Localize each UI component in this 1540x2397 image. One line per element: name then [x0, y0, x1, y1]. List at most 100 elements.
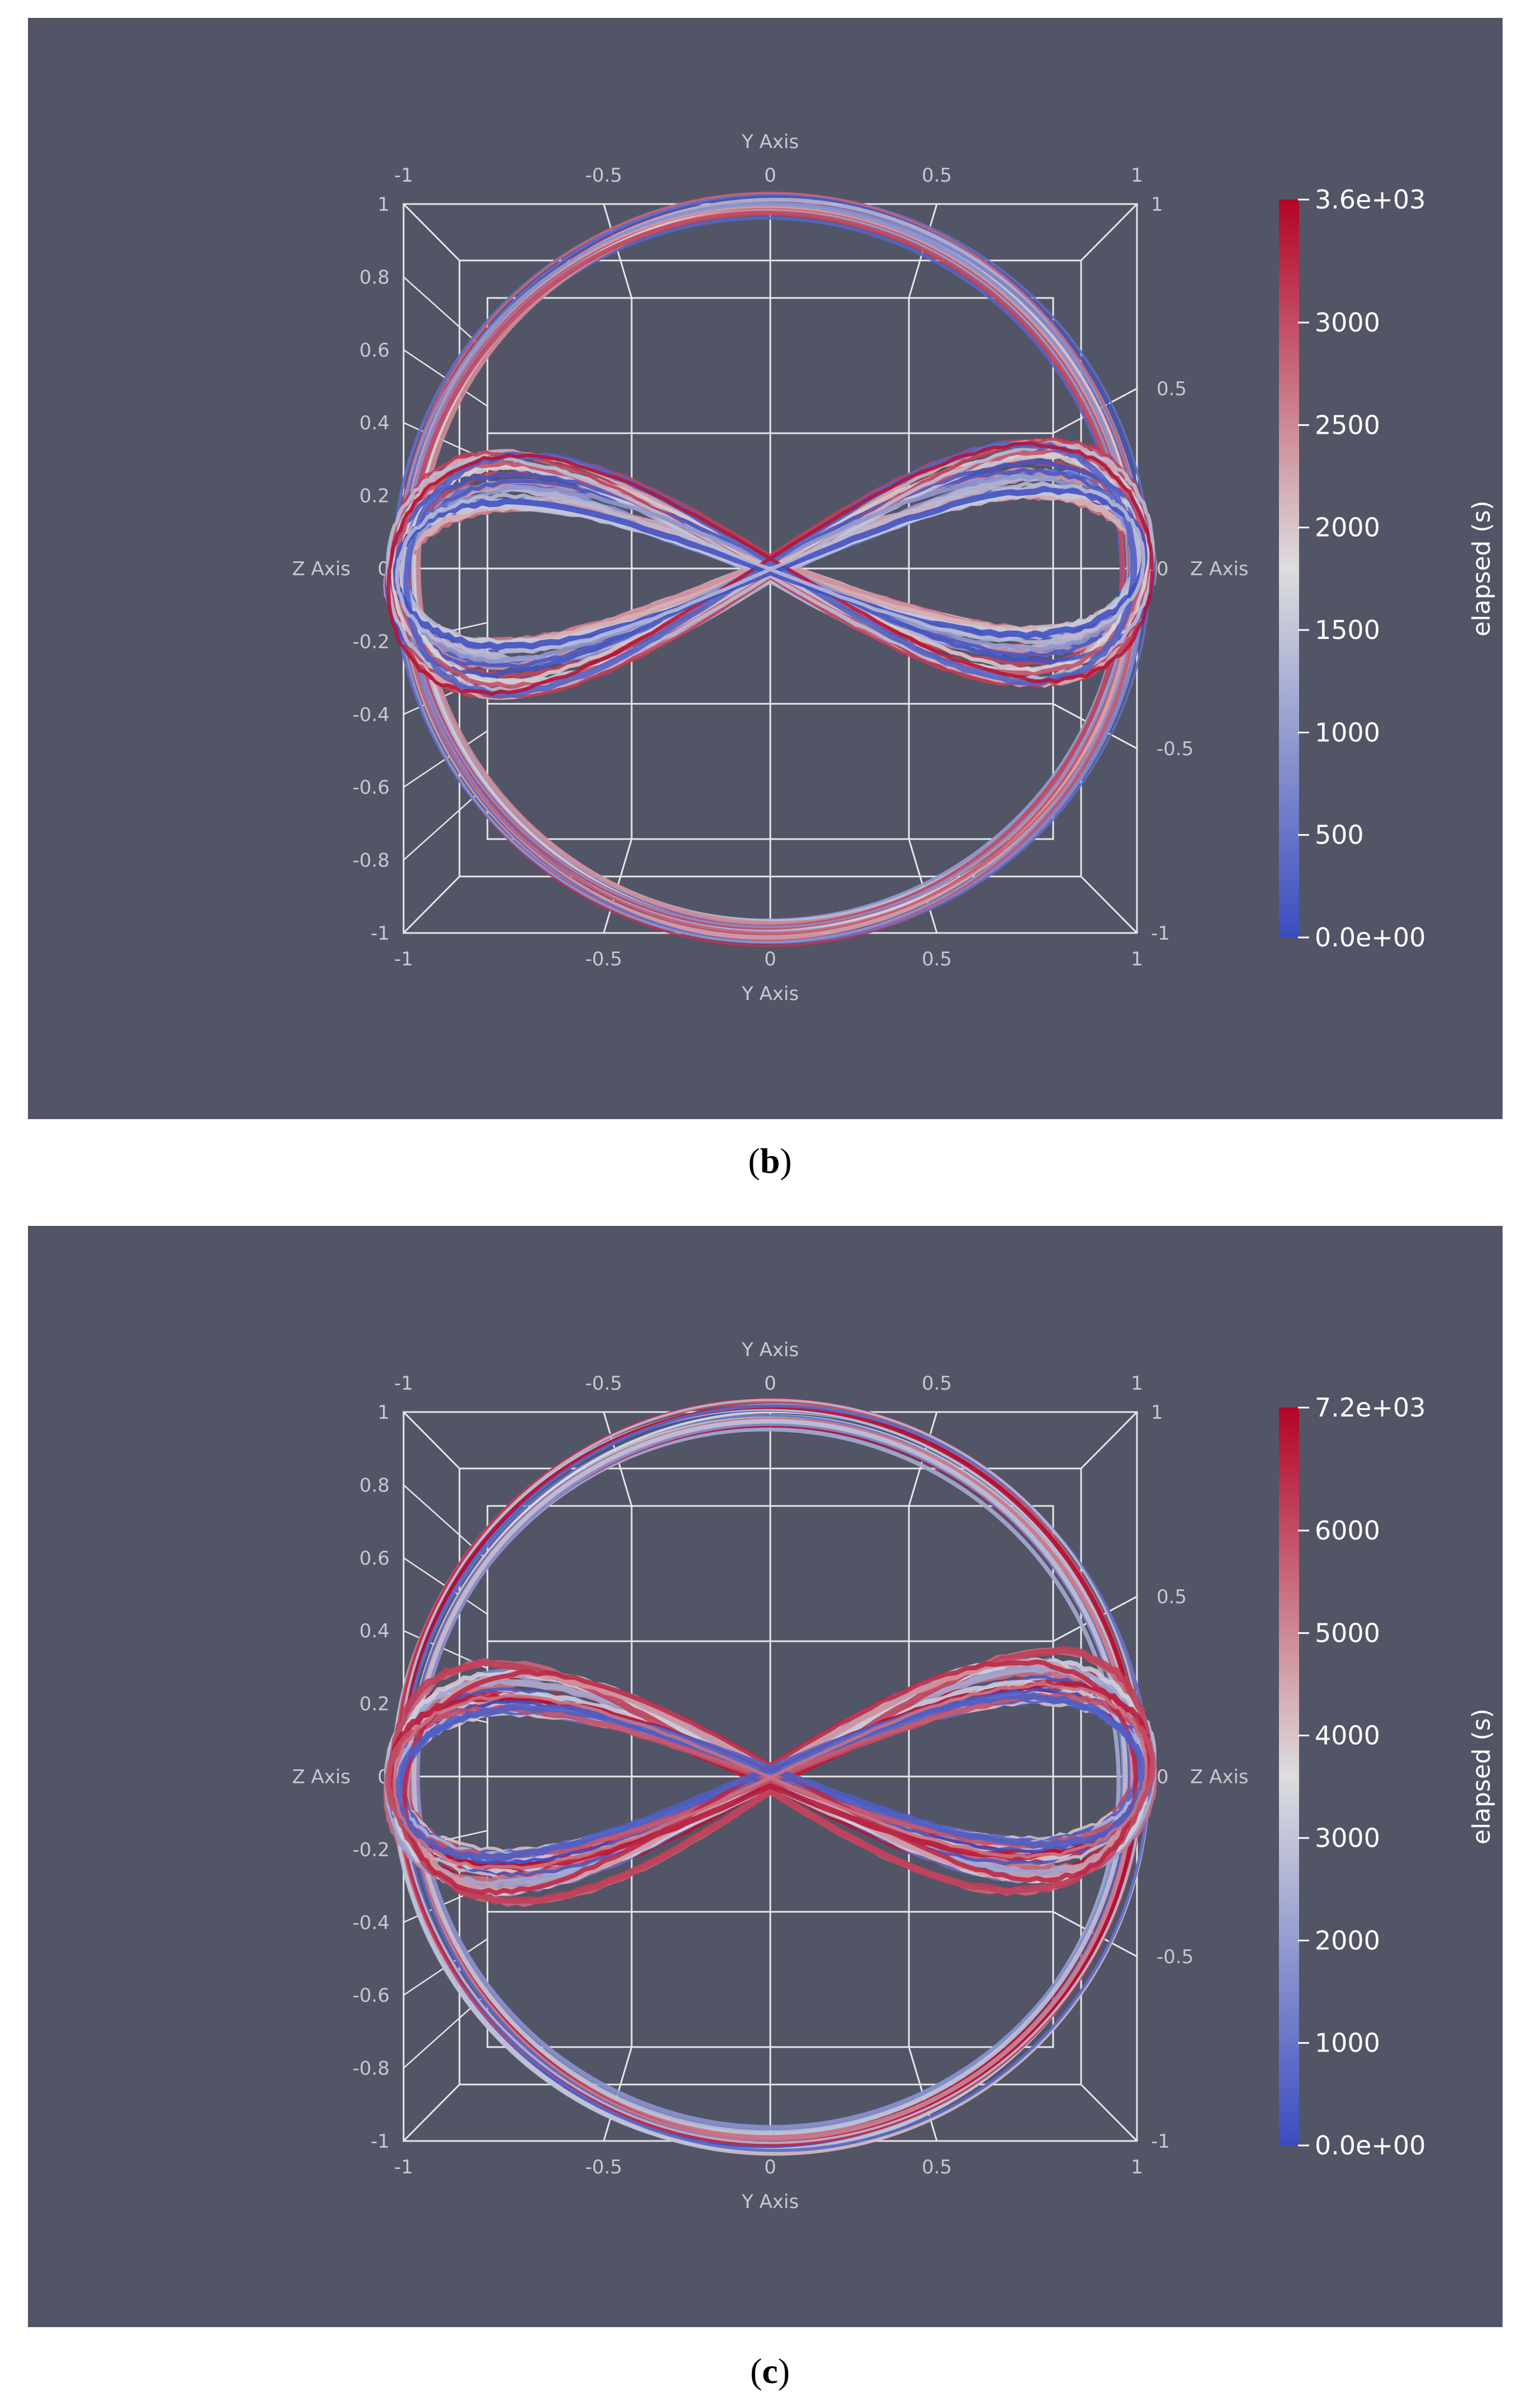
colorbar-tick-label: 1000	[1315, 717, 1380, 747]
trajectory	[383, 1398, 1157, 2156]
colorbar-tick-label: 3000	[1315, 1823, 1380, 1853]
z-tick-left: -0.8	[353, 850, 390, 872]
z-tick-right: -1	[1151, 2130, 1170, 2153]
y-tick-top: 0	[764, 164, 776, 187]
colorbar-tick-label: 5000	[1315, 1618, 1380, 1648]
colorbar: 7.2e+03 6000 5000 4000 3000 2000 1000 0.0e+00 el…	[1279, 1392, 1496, 2161]
colorbar: 3.6e+03 3000 2500 2000 1500 1000 500 0.0e+00 ela…	[1279, 184, 1496, 953]
y-tick-top: 0	[764, 1372, 776, 1395]
colorbar-tick-label: 2000	[1315, 1925, 1380, 1955]
y-axis-title-bottom: Y Axis	[741, 2191, 799, 2213]
z-tick-left: 0.2	[359, 485, 390, 508]
z-tick-connector	[403, 784, 488, 861]
y-tick-bottom: 1	[1131, 948, 1143, 970]
colorbar-tick-label: 0.0e+00	[1315, 2130, 1426, 2161]
y-tick-top: 1	[1131, 1372, 1143, 1395]
y-tick-top: 1	[1131, 164, 1143, 187]
caption-c-letter: c	[762, 2351, 778, 2391]
corner-connector	[1080, 2083, 1138, 2142]
z-axis-title-right: Z Axis	[1190, 1766, 1249, 1788]
z-tick-left: 0.4	[359, 1620, 390, 1642]
z-tick-left: -1	[371, 922, 390, 945]
colorbar-tick-label: 4000	[1315, 1721, 1380, 1751]
corner-connector	[402, 875, 461, 934]
colorbar-tick-label: 2500	[1315, 410, 1380, 440]
z-tick-left: 0.8	[359, 1474, 390, 1496]
colorbar-tick-label: 6000	[1315, 1515, 1380, 1546]
z-tick-left: -0.2	[353, 1839, 390, 1861]
colorbar-tick-label: 2000	[1315, 513, 1380, 543]
y-axis-title-bottom: Y Axis	[741, 983, 799, 1005]
trajectory-circle	[411, 1419, 1128, 2135]
corner-connector	[402, 1411, 461, 1470]
z-tick-left: -0.2	[353, 631, 390, 653]
z-tick-right: -0.5	[1157, 738, 1193, 760]
z-tick-right: 0	[1157, 1766, 1169, 1788]
corner-connector	[402, 2083, 461, 2142]
z-axis-title-right: Z Axis	[1190, 558, 1249, 580]
y-tick-bottom: -1	[394, 2156, 413, 2178]
y-axis-title-top: Y Axis	[741, 1339, 799, 1361]
z-tick-left: 0.8	[359, 266, 390, 288]
y-tick-top: -0.5	[585, 164, 622, 187]
trajectory	[383, 192, 1158, 948]
y-tick-bottom: -1	[394, 948, 413, 970]
trajectory-figure-eight	[385, 1692, 1156, 1860]
z-tick-right: 1	[1151, 1401, 1163, 1424]
corner-connector	[1080, 203, 1138, 262]
plot-panel-c: -1 -1 -0.5 -0.5 0 0 0.5 0.5 1 1 Y Axis Y Axis 1 0.8 0.…	[28, 1226, 1503, 2327]
z-axis-title-left: Z Axis	[292, 1766, 350, 1788]
colorbar-title: elapsed (s)	[1467, 500, 1496, 636]
z-tick-left: 1	[377, 1401, 390, 1424]
z-tick-left: -1	[371, 2130, 390, 2153]
z-tick-left: -0.4	[353, 704, 390, 726]
caption-c: (c)	[750, 2351, 790, 2391]
corner-connector	[1080, 875, 1138, 934]
z-tick-left: 1	[377, 193, 390, 216]
colorbar-title: elapsed (s)	[1467, 1708, 1496, 1844]
colorbar-gradient	[1279, 200, 1299, 937]
trajectory-circle	[416, 1423, 1125, 2131]
z-tick-left: 0.2	[359, 1693, 390, 1716]
z-tick-right: 1	[1151, 193, 1163, 216]
z-tick-right: 0	[1157, 558, 1169, 580]
corner-connector	[402, 203, 461, 262]
y-tick-bottom: 1	[1131, 2156, 1143, 2178]
z-tick-left: -0.8	[353, 2058, 390, 2080]
z-tick-right: 0.5	[1157, 378, 1187, 400]
z-tick-left: -0.4	[353, 1912, 390, 1934]
colorbar-tick-label: 0.0e+00	[1315, 922, 1426, 953]
colorbar-tick-label: 500	[1315, 820, 1364, 850]
z-tick-left: 0.4	[359, 412, 390, 434]
z-axis-title-left: Z Axis	[292, 558, 350, 580]
plot-panel-b: -1 -1 -0.5 -0.5 0 0 0.5 0.5 1 1 Y Axis Y Axis 1 0.8 0.…	[28, 18, 1503, 1119]
trajectory-figure-eight	[402, 1659, 1139, 1896]
y-tick-bottom: 0.5	[922, 2156, 952, 2178]
y-tick-top: -0.5	[585, 1372, 622, 1395]
corner-connector	[1080, 1411, 1138, 1470]
colorbar-tick-label: 3000	[1315, 307, 1380, 338]
trajectory-figure-eight	[386, 441, 1154, 697]
z-tick-right: 0.5	[1157, 1586, 1187, 1608]
caption-b-letter: b	[760, 1141, 780, 1181]
y-tick-bottom: -0.5	[585, 948, 622, 970]
y-tick-top: 0.5	[922, 164, 952, 187]
colorbar-gradient	[1279, 1408, 1299, 2145]
y-axis-title-top: Y Axis	[741, 131, 799, 153]
axes-grid	[402, 203, 1138, 934]
colorbar-tick-label: 1500	[1315, 615, 1380, 645]
trajectory-figure-eight	[392, 1682, 1148, 1870]
y-tick-bottom: 0	[764, 948, 776, 970]
colorbar-tick-label: 3.6e+03	[1315, 184, 1426, 215]
y-tick-bottom: 0	[764, 2156, 776, 2178]
trajectory-figure-eight	[395, 481, 1146, 656]
y-tick-top: -1	[394, 1372, 413, 1395]
y-tick-top: 0.5	[922, 1372, 952, 1395]
y-tick-top: -1	[394, 164, 413, 187]
z-tick-left: -0.6	[353, 1984, 390, 2007]
z-tick-right: -0.5	[1157, 1946, 1193, 1968]
z-tick-left: -0.6	[353, 776, 390, 799]
